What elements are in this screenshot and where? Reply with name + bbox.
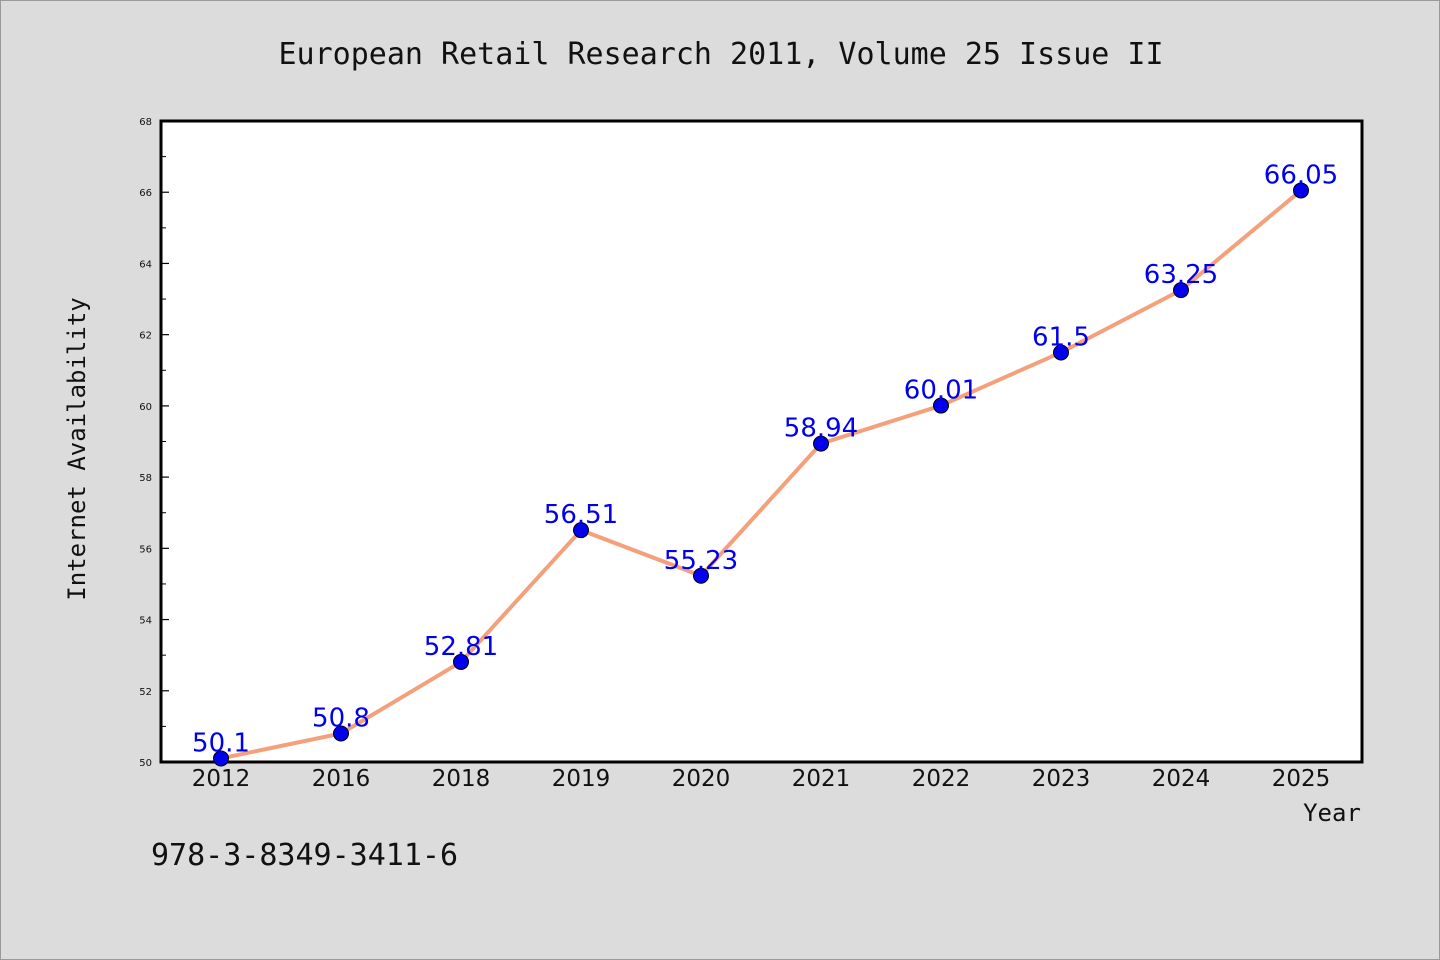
y-tick-label: 52 <box>139 687 152 698</box>
data-label: 60.01 <box>904 376 978 406</box>
data-point <box>453 653 469 670</box>
data-point <box>693 567 709 584</box>
data-label: 61.5 <box>1032 322 1090 352</box>
data-label: 56.51 <box>544 500 618 530</box>
data-label: 58.94 <box>784 414 858 444</box>
plot-area <box>159 119 1364 764</box>
y-tick-label: 60 <box>139 402 152 413</box>
x-tick-label: 2019 <box>552 766 611 792</box>
data-label: 63.25 <box>1144 260 1218 290</box>
y-axis: 50 52 54 56 58 60 62 64 66 68 <box>139 117 169 769</box>
x-axis-label: Year <box>1303 799 1361 827</box>
data-label: 52.81 <box>424 632 498 662</box>
data-label: 50.1 <box>192 728 250 758</box>
x-tick-label: 2016 <box>312 766 371 792</box>
data-point <box>813 435 829 452</box>
x-tick-label: 2021 <box>792 766 851 792</box>
isbn-text: 978-3-8349-3411-6 <box>151 838 458 873</box>
data-point <box>333 725 349 742</box>
x-tick-label: 2024 <box>1152 766 1211 792</box>
data-point <box>933 397 949 414</box>
y-tick-label: 64 <box>139 259 152 270</box>
y-tick-label: 58 <box>139 473 152 484</box>
data-labels-group: 50.1 50.8 52.81 56.51 55.23 58.94 60.01 61.5 63.… <box>192 160 1338 758</box>
y-tick-label: 62 <box>139 331 152 342</box>
data-label: 50.8 <box>312 704 370 734</box>
data-label: 55.23 <box>664 546 738 576</box>
data-point <box>1053 344 1069 361</box>
x-tick-label: 2018 <box>432 766 491 792</box>
data-point <box>213 750 229 767</box>
x-axis: 2012 2016 2018 2019 2020 2021 2022 2023 2024 2025 <box>192 766 1331 792</box>
y-tick-label: 68 <box>139 117 152 128</box>
data-point <box>1173 282 1189 299</box>
y-tick-label: 66 <box>139 188 152 199</box>
series-line-group <box>213 182 1309 767</box>
x-tick-label: 2012 <box>192 766 251 792</box>
series-line <box>220 188 1303 761</box>
data-label: 66.05 <box>1264 160 1338 190</box>
chart-title: European Retail Research 2011, Volume 25… <box>278 37 1163 72</box>
y-tick-label: 50 <box>139 758 152 769</box>
x-tick-label: 2022 <box>912 766 971 792</box>
x-tick-label: 2020 <box>672 766 731 792</box>
y-axis-label: Internet Availability <box>63 297 91 600</box>
y-tick-label: 54 <box>139 616 152 627</box>
data-point <box>573 522 589 539</box>
y-tick-label: 56 <box>139 544 152 555</box>
x-tick-label: 2023 <box>1032 766 1091 792</box>
x-tick-label: 2025 <box>1272 766 1331 792</box>
data-point <box>1293 182 1309 199</box>
